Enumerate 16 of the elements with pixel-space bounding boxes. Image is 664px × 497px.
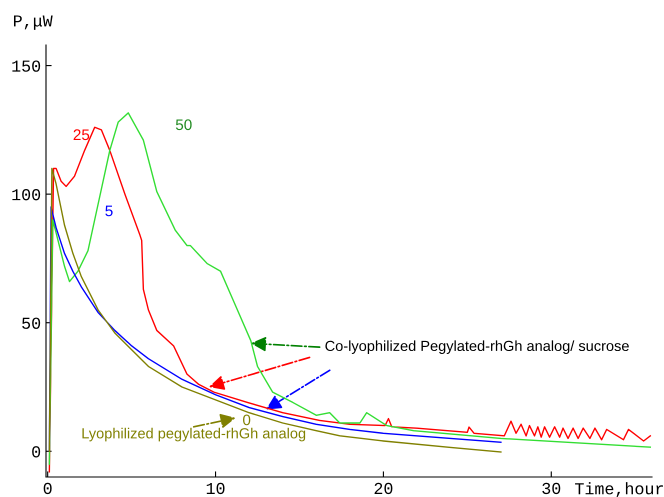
legend-label: 0	[243, 414, 250, 426]
series-label: 25	[74, 129, 90, 140]
y-axis-title: P,μW	[14, 15, 53, 30]
y-tick-label: 100	[12, 189, 40, 200]
x-tick-label: 30	[542, 482, 560, 494]
x-tick-label: 0	[44, 482, 52, 494]
x-tick-label: 10	[206, 482, 225, 494]
y-tick-label: 150	[12, 60, 40, 72]
x-tick-label: 20	[374, 482, 392, 494]
y-tick-label: 50	[22, 318, 40, 329]
annotation: Co-lyophilized Pegylated-rhGh analog/ sucrose	[325, 340, 629, 354]
text: 5	[105, 206, 113, 216]
y-tick-label: 0	[32, 446, 40, 458]
x-axis-title: Time,hour	[575, 482, 663, 497]
text: 50	[176, 119, 192, 130]
annotation: Lyophilized pegylated-rhGh analog	[82, 428, 306, 442]
